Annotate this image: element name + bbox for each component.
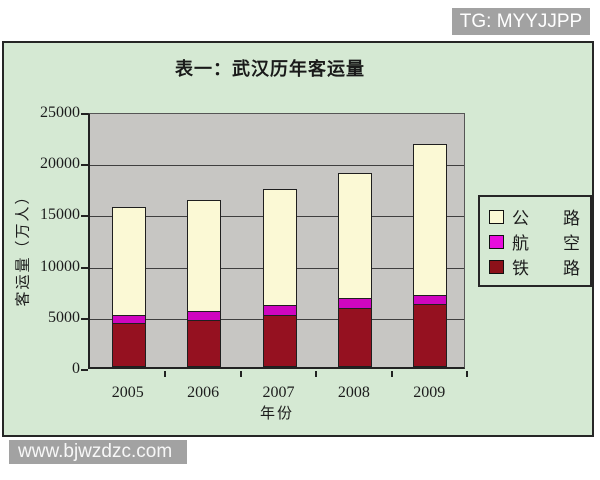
- x-tick-label: 2005: [111, 384, 144, 401]
- legend-label: 公 路: [512, 209, 580, 228]
- y-axis-title: 客运量（万人）: [15, 187, 32, 307]
- bar-segment-公路-2006: [188, 201, 221, 311]
- bar-segment-公路-2009: [414, 144, 447, 296]
- y-tick: [81, 164, 88, 167]
- x-tick-label: 2008: [337, 384, 370, 401]
- legend-swatch: [489, 234, 504, 249]
- bar-segment-航空-2006: [188, 310, 221, 320]
- y-tick-label: 0: [72, 360, 80, 377]
- y-tick: [81, 317, 88, 320]
- bar-segment-公路-2007: [263, 189, 296, 305]
- legend-item: 航 空: [489, 229, 581, 254]
- x-tick: [315, 371, 318, 377]
- y-tick-label: 5000: [48, 308, 80, 326]
- y-tick: [81, 215, 88, 218]
- bar-segment-航空-2007: [263, 304, 296, 315]
- x-tick-label: 2006: [187, 384, 220, 401]
- y-tick-label: 20000: [40, 155, 80, 173]
- chart-container: 表一：武汉历年客运量 客运量（万人） 0 5000 10000 15000 20000 2…: [2, 41, 594, 437]
- y-tick: [81, 369, 88, 371]
- legend-item: 铁 路: [489, 254, 581, 279]
- bar-segment-公路-2005: [112, 208, 145, 315]
- bar-2009: [413, 143, 448, 367]
- bar-2005: [111, 207, 146, 367]
- plot-area: 年份 2005 2006 2007 2008 2009: [81, 113, 468, 422]
- x-tick-label: 2009: [413, 384, 446, 401]
- x-tick: [466, 371, 468, 377]
- legend-label: 铁 路: [512, 259, 580, 278]
- chart-title: 表一：武汉历年客运量: [175, 59, 365, 79]
- y-tick-label: 25000: [40, 104, 80, 121]
- legend-swatch: [489, 259, 504, 274]
- x-tick-label: 2007: [262, 384, 295, 401]
- legend: 公 路航 空铁 路: [478, 195, 592, 287]
- bar-segment-铁路-2009: [414, 303, 447, 366]
- bar-segment-铁路-2005: [112, 323, 145, 366]
- bar-segment-公路-2008: [338, 173, 371, 299]
- x-axis-title: 年份: [259, 406, 295, 422]
- watermark-top-right: TG: MYYJJPP: [452, 8, 590, 35]
- bar-segment-铁路-2006: [188, 319, 221, 366]
- watermark-bottom-left: www.bjwzdzc.com: [9, 440, 187, 464]
- bar-segment-航空-2005: [112, 314, 145, 323]
- gridline: [90, 165, 464, 167]
- legend-swatch: [489, 209, 504, 224]
- bar-segment-铁路-2007: [263, 314, 296, 366]
- legend-item: 公 路: [489, 204, 581, 229]
- legend-label: 航 空: [512, 234, 580, 253]
- y-tick-label: 15000: [40, 206, 80, 224]
- y-tick: [81, 113, 88, 115]
- bar-segment-铁路-2008: [338, 307, 371, 366]
- y-tick: [81, 266, 88, 269]
- x-tick: [164, 371, 167, 377]
- bar-2006: [187, 200, 222, 367]
- x-tick: [390, 371, 393, 377]
- bar-2008: [337, 172, 372, 367]
- y-tick-label: 10000: [40, 257, 80, 275]
- bar-2007: [262, 188, 297, 367]
- x-tick: [239, 371, 242, 377]
- bar-segment-航空-2009: [414, 295, 447, 304]
- bar-segment-航空-2008: [338, 298, 371, 308]
